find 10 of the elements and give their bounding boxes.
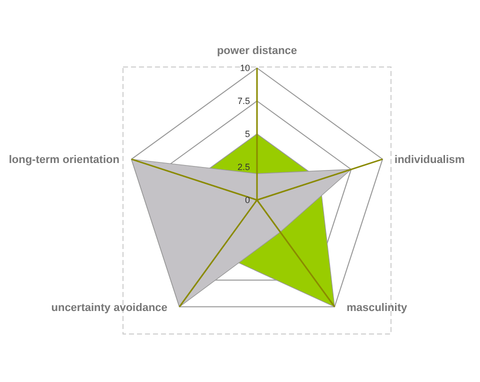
spoke-label: power distance (216, 45, 298, 57)
y-tick-label: 2.5 (237, 162, 250, 172)
y-tick-label: 10 (240, 63, 250, 73)
y-tick-label: 0 (244, 195, 250, 205)
spoke-label: individualism (394, 154, 466, 166)
y-tick-label: 5 (244, 129, 250, 139)
spoke-label: long-term orientation (8, 154, 120, 166)
spoke-label: uncertainty avoidance (51, 302, 168, 314)
spoke-label: masculinity (346, 302, 408, 314)
y-tick-label: 7.5 (237, 96, 250, 106)
